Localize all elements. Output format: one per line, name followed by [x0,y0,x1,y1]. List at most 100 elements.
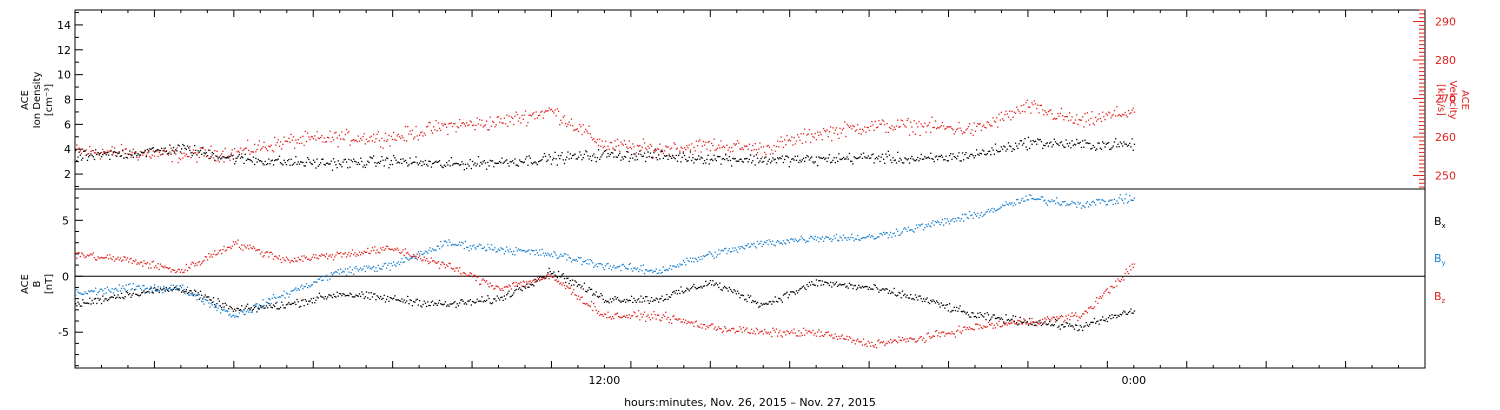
density-point [795,159,798,161]
bz-point [1097,302,1099,304]
density-point [748,158,750,161]
density-point [1120,143,1123,145]
by-point [367,267,369,269]
velocity-point [1011,110,1013,112]
by-point [321,279,323,282]
bz-point [1133,263,1136,265]
velocity-point [701,145,703,147]
bx-point [917,299,919,301]
by-point [594,265,596,267]
density-point [1019,140,1021,142]
bx-point [809,284,812,286]
bz-point [900,339,902,342]
bz-point [196,264,198,266]
bz-point [520,281,522,283]
density-point [649,152,652,154]
velocity-point [1079,119,1081,121]
density-point [660,150,662,152]
density-point [628,160,630,162]
density-point [853,156,855,158]
bz-point [993,324,995,326]
bz-point [847,339,849,341]
bz-point [535,279,537,281]
density-point [885,153,887,155]
bx-point [608,302,610,304]
velocity-point [512,117,514,119]
by-point [984,213,986,215]
density-point [742,161,745,163]
velocity-point [854,130,856,132]
by-point [414,257,416,259]
by-point [354,267,356,269]
by-point [469,245,471,247]
by-point [85,292,87,295]
bx-point [857,287,859,289]
velocity-point [686,145,688,147]
velocity-point [797,134,799,136]
velocity-point [726,144,728,146]
bx-point [1090,321,1092,324]
bx-point [143,290,145,292]
bx-point [976,316,978,319]
bz-point [128,261,130,263]
by-point [1065,204,1067,207]
bz-point [552,276,554,278]
by-point [711,253,713,255]
density-point [665,155,667,157]
bz-point [596,312,599,314]
bx-point [752,300,754,302]
velocity-point [613,148,615,150]
velocity-point [441,123,443,125]
by-point [103,293,105,295]
bx-point [252,308,255,310]
by-point [247,309,249,311]
bx-point [727,290,729,292]
velocity-point [93,152,96,154]
bz-point [314,257,316,259]
by-point [643,272,646,275]
bz-point [406,252,408,254]
density-point [1000,146,1002,148]
velocity-point [284,140,286,142]
bx-point [749,295,752,297]
density-point [221,157,223,159]
bz-point [360,254,362,256]
bz-point [252,246,255,248]
bz-point [75,252,77,254]
by-point [421,253,423,255]
velocity-point [738,142,740,144]
density-point [681,156,683,158]
bz-point [605,313,607,315]
by-point [1089,203,1091,205]
bz-point [378,252,381,254]
bz-point [358,251,361,253]
bz-point [713,328,715,330]
bz-point [402,249,404,251]
by-point [295,287,297,289]
by-point [166,288,169,291]
by-point [1091,201,1093,203]
by-point [1071,200,1073,203]
density-point [1073,143,1076,145]
velocity-point [720,140,722,142]
density-point [1036,143,1038,145]
density-point [656,159,659,161]
velocity-point [494,126,496,128]
by-point [756,240,759,243]
by-point [115,287,117,289]
density-point [901,162,904,164]
velocity-point [993,120,995,122]
bx-point [523,286,525,288]
bx-point [183,291,185,293]
velocity-point [534,118,536,120]
bx-point [526,283,528,285]
bz-point [103,257,105,259]
bz-point [653,311,655,313]
by-point [410,257,412,260]
bx-point [647,300,649,302]
bz-point [688,321,690,323]
by-point [269,298,271,301]
by-point [484,250,487,252]
bx-point [950,311,952,313]
by-point [649,269,652,272]
